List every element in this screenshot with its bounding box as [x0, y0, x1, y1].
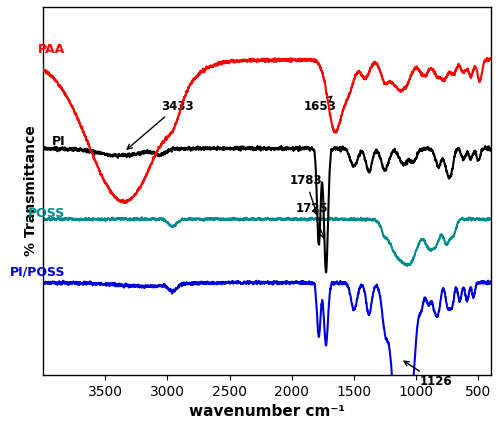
- Text: PI/POSS: PI/POSS: [10, 266, 66, 279]
- Text: PI: PI: [52, 135, 66, 148]
- Text: 1653: 1653: [304, 96, 337, 112]
- Text: 3433: 3433: [127, 100, 194, 149]
- Text: POSS: POSS: [28, 207, 66, 220]
- Y-axis label: % Transmittance: % Transmittance: [24, 125, 38, 256]
- Text: 1126: 1126: [404, 361, 452, 389]
- Text: PAA: PAA: [38, 43, 66, 56]
- X-axis label: wavenumber cm⁻¹: wavenumber cm⁻¹: [189, 404, 345, 419]
- Text: 1783: 1783: [290, 174, 322, 215]
- Text: 1725: 1725: [296, 202, 328, 238]
